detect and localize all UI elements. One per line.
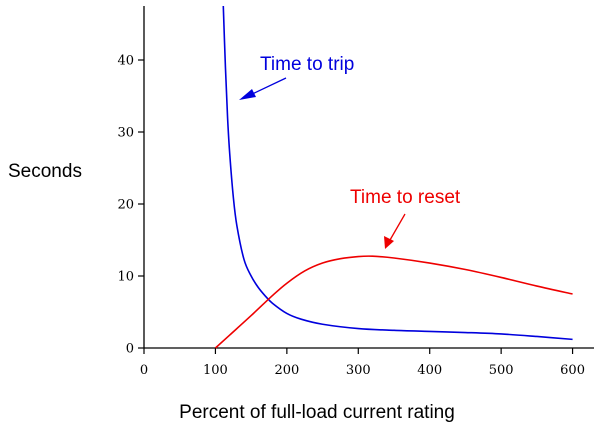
y-tick-label: 0 xyxy=(126,342,134,357)
x-tick-label: 300 xyxy=(346,363,371,378)
x-tick-label: 400 xyxy=(417,363,442,378)
y-tick-label: 10 xyxy=(117,270,134,285)
series-line-time-to-trip xyxy=(222,5,573,341)
annotation-time-to-trip: Time to trip xyxy=(260,54,354,75)
x-tick-label: 200 xyxy=(274,363,299,378)
annotation-time-to-reset-arrowhead xyxy=(384,236,394,249)
y-tick-label: 30 xyxy=(117,126,134,141)
annotation-time-to-reset: Time to reset xyxy=(350,187,461,208)
x-tick-label: 0 xyxy=(140,363,148,378)
x-tick-label: 100 xyxy=(203,363,228,378)
x-tick-label: 600 xyxy=(560,363,585,378)
y-axis-label: Seconds xyxy=(8,161,82,182)
y-tick-label: 20 xyxy=(117,198,134,213)
x-tick-label: 500 xyxy=(489,363,514,378)
y-tick-label: 40 xyxy=(117,54,134,69)
x-axis-label: Percent of full-load current rating xyxy=(179,402,455,423)
annotation-time-to-reset-arrow xyxy=(389,213,406,241)
annotation-time-to-trip-arrowhead xyxy=(239,89,256,100)
series-line-time-to-reset xyxy=(214,255,573,349)
